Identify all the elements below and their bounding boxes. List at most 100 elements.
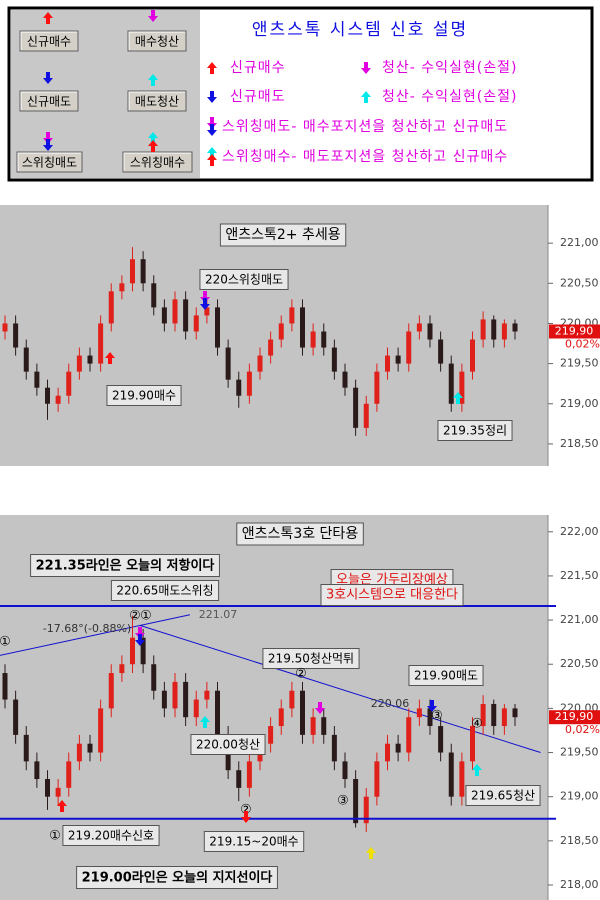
annotation: 221.35라인은 오늘의 저항이다 xyxy=(36,558,215,574)
signal-arrow xyxy=(207,154,217,166)
candle-body xyxy=(193,699,199,718)
candle-body xyxy=(183,299,189,332)
signal-arrow xyxy=(200,716,210,728)
button-bevel xyxy=(20,91,77,110)
candle-body xyxy=(321,717,327,735)
candle-body xyxy=(491,319,497,340)
y-tick-label: 219,00 xyxy=(560,790,599,803)
annotation: 221.07 xyxy=(199,608,238,621)
annotation: 219.20매수신호 xyxy=(68,829,154,843)
candle-body xyxy=(300,690,305,735)
signal-button[interactable] xyxy=(127,90,187,112)
candle-body xyxy=(501,708,507,727)
signal-arrow xyxy=(43,72,53,84)
candle-body xyxy=(215,690,220,735)
candle-body xyxy=(438,726,444,753)
candle-body xyxy=(300,307,305,348)
candle-body xyxy=(480,319,486,340)
candle-body xyxy=(151,664,157,691)
annotation: 220.65매도스위칭 xyxy=(116,584,213,598)
y-tick-label: 221,00 xyxy=(560,613,599,626)
annotation: ① xyxy=(140,609,152,624)
last-price: 219,90 xyxy=(555,710,594,723)
legend-row: 청산- 수익실현(손절) xyxy=(382,89,517,105)
annotation: ① xyxy=(49,829,61,844)
annotation: 219.35정리 xyxy=(443,424,507,438)
candle-body xyxy=(448,752,454,797)
candle-body xyxy=(246,371,252,396)
candle-body xyxy=(87,355,93,364)
candle-body xyxy=(278,323,284,340)
candle-body xyxy=(130,259,135,284)
candle-body xyxy=(130,637,135,665)
legend-title: 앤츠스톡 시스템 신호 설명 xyxy=(252,20,468,40)
signal-arrow xyxy=(135,634,145,646)
candle-body xyxy=(66,761,72,788)
annotation: 3호시스템으로 대응한다 xyxy=(326,588,458,603)
signal-button[interactable] xyxy=(19,90,79,112)
candle-body xyxy=(427,708,433,727)
candle-body xyxy=(119,283,125,292)
label-box xyxy=(236,522,364,546)
candle-body xyxy=(204,307,210,316)
annotation: 219.90매도 xyxy=(414,669,478,683)
candle-body xyxy=(76,743,82,762)
signal-arrow xyxy=(315,702,325,714)
candles xyxy=(2,247,518,436)
candle-body xyxy=(310,331,316,348)
signal-arrow xyxy=(207,117,217,129)
candle-body xyxy=(140,637,146,665)
candle-body xyxy=(119,664,125,674)
candle-body xyxy=(193,315,199,332)
candle-body xyxy=(13,323,19,348)
signal-button[interactable] xyxy=(127,30,187,52)
annotation: 220.06 xyxy=(371,697,410,710)
label-box xyxy=(203,831,305,852)
signal-button[interactable] xyxy=(122,151,193,173)
signal-arrow xyxy=(453,392,463,404)
last-price-box xyxy=(549,710,600,725)
legend-row: 신규매도 xyxy=(230,89,286,105)
candle-body xyxy=(342,761,348,780)
candle-body xyxy=(236,379,242,396)
annotation: 219.15~20매수 xyxy=(209,835,298,849)
label-box xyxy=(219,223,347,247)
candle-body xyxy=(55,787,61,797)
change-label: 0,02% xyxy=(565,723,600,736)
candle-body xyxy=(395,355,401,364)
y-tick-label: 220,50 xyxy=(560,657,599,670)
label-box xyxy=(408,665,484,686)
candle-body xyxy=(45,779,50,797)
y-tick-label: 219,50 xyxy=(560,357,599,370)
label-box xyxy=(437,420,513,441)
annotation: 219.00라인은 오늘의 지지선이다 xyxy=(82,870,273,886)
signal-button[interactable] xyxy=(19,30,79,52)
candle-body xyxy=(459,371,465,404)
annotation: 219.90매수 xyxy=(112,389,176,403)
candle-body xyxy=(2,323,8,332)
annotation: 219.50청산먹튀 xyxy=(268,652,354,666)
last-price-box xyxy=(549,324,600,339)
signal-button[interactable] xyxy=(16,151,83,173)
candle-body xyxy=(23,347,29,372)
y-tick-label: 221,00 xyxy=(560,236,599,249)
label-box xyxy=(262,648,360,669)
button-label: 스위칭매수 xyxy=(130,156,185,170)
candle-body xyxy=(204,690,210,700)
button-bevel xyxy=(17,152,81,171)
last-price: 219,90 xyxy=(555,324,594,337)
candle-body xyxy=(363,403,369,428)
candle-body xyxy=(406,717,412,753)
signal-arrow xyxy=(105,352,115,364)
candle-body xyxy=(183,681,189,718)
label-box xyxy=(62,825,160,846)
candle-body xyxy=(161,690,167,709)
candle-body xyxy=(278,708,284,727)
candle-body xyxy=(289,690,295,709)
button-label: 신규매수 xyxy=(27,35,71,49)
candle-body xyxy=(236,770,242,788)
